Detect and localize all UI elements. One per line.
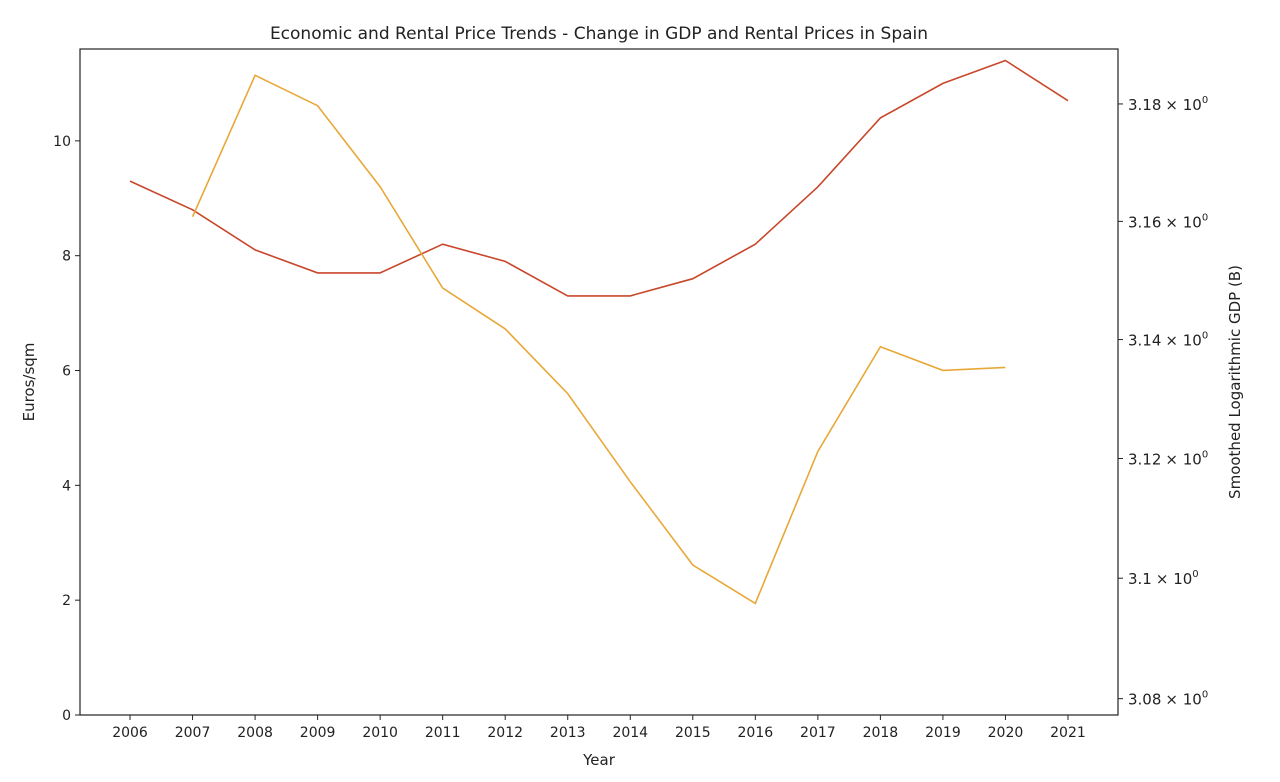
right-tick-label: 3.12× 100 [1128,449,1208,468]
x-tick-label: 2008 [237,725,273,741]
x-tick-label: 2012 [487,725,523,741]
x-tick-label: 2007 [175,725,211,741]
left-tick-label: 0 [62,708,71,724]
x-tick-label: 2006 [112,725,148,741]
left-tick-label: 2 [62,593,71,609]
chart-title: Economic and Rental Price Trends - Chang… [270,24,928,44]
x-tick-label: 2013 [550,725,586,741]
right-tick-label: 3.08× 100 [1128,690,1208,709]
left-tick-label: 4 [62,478,71,494]
x-tick-label: 2019 [925,725,961,741]
right-axis-label: Smoothed Logarithmic GDP (B) [1226,265,1244,499]
rental-price-line [130,61,1068,296]
x-tick-label: 2018 [863,725,899,741]
x-tick-label: 2011 [425,725,461,741]
x-tick-label: 2021 [1050,725,1086,741]
gdp-line [193,75,1006,603]
x-axis-label: Year [582,751,616,769]
right-tick-label: 3.1× 100 [1128,569,1199,588]
left-tick-label: 8 [62,249,71,265]
left-tick-label: 6 [62,364,71,380]
left-tick-label: 10 [53,134,71,150]
plot-frame [80,49,1118,715]
x-tick-label: 2009 [300,725,336,741]
x-tick-label: 2016 [738,725,774,741]
right-tick-label: 3.14× 100 [1128,331,1208,350]
right-tick-label: 3.16× 100 [1128,212,1208,231]
right-tick-label: 3.18× 100 [1128,95,1208,114]
left-axis-label: Euros/sqm [20,343,38,422]
x-tick-label: 2015 [675,725,711,741]
x-tick-label: 2014 [612,725,648,741]
x-tick-label: 2020 [988,725,1024,741]
x-tick-label: 2017 [800,725,836,741]
x-tick-label: 2010 [362,725,398,741]
